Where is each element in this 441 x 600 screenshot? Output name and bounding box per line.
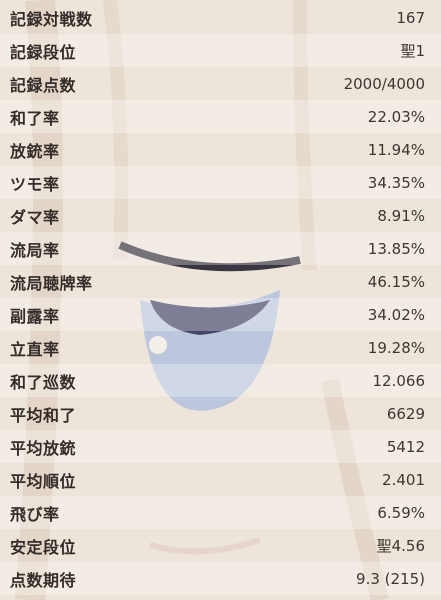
stat-row: 記録点数 2000/4000 xyxy=(0,67,441,100)
stat-label: 記録点数 xyxy=(10,75,77,95)
stat-label: 平均放銃 xyxy=(10,438,77,458)
stat-label: ダマ率 xyxy=(10,207,60,227)
stat-value: 19.28% xyxy=(367,338,425,357)
stat-label: 和了率 xyxy=(10,108,60,128)
stat-value: 8.91% xyxy=(377,206,425,225)
stat-value: 11.94% xyxy=(367,140,425,159)
stat-value: 34.02% xyxy=(367,305,425,324)
stat-value: 5412 xyxy=(386,437,425,456)
stat-label: ツモ率 xyxy=(10,174,60,194)
stat-row: 飛び率 6.59% xyxy=(0,496,441,529)
stat-row: 和了巡数 12.066 xyxy=(0,364,441,397)
stat-value: 2000/4000 xyxy=(343,74,425,93)
stat-label: 平均和了 xyxy=(10,405,77,425)
stat-row: ダマ率 8.91% xyxy=(0,199,441,232)
stat-row: 平均順位 2.401 xyxy=(0,463,441,496)
stat-row: 平均放銃 5412 xyxy=(0,430,441,463)
stat-label: 安定段位 xyxy=(10,537,77,557)
stat-value: 13.85% xyxy=(367,239,425,258)
stat-value: 2.401 xyxy=(382,470,425,489)
stat-label: 流局聴牌率 xyxy=(10,273,93,293)
stat-row: 安定段位 聖4.56 xyxy=(0,529,441,562)
stat-label: 記録対戦数 xyxy=(10,9,93,29)
stat-value: 6.59% xyxy=(377,503,425,522)
stat-label: 平均順位 xyxy=(10,471,77,491)
stat-value: 46.15% xyxy=(367,272,425,291)
stat-label: 副露率 xyxy=(10,306,60,326)
stat-label: 和了巡数 xyxy=(10,372,77,392)
stat-row: 記録段位 聖1 xyxy=(0,34,441,67)
stat-value: 9.3 (215) xyxy=(356,569,425,588)
stat-row: 放銃率 11.94% xyxy=(0,133,441,166)
stat-row: ツモ率 34.35% xyxy=(0,166,441,199)
stat-row: 流局聴牌率 46.15% xyxy=(0,265,441,298)
stat-label: 立直率 xyxy=(10,339,60,359)
stat-value: 聖1 xyxy=(400,42,425,60)
stat-row: 平均和了 6629 xyxy=(0,397,441,430)
stat-row: 点数期待 9.3 (215) xyxy=(0,562,441,595)
stat-value: 22.03% xyxy=(367,107,425,126)
stat-row: 記録対戦数 167 xyxy=(0,1,441,34)
stat-label: 記録段位 xyxy=(10,42,77,62)
stat-row: 和了率 22.03% xyxy=(0,100,441,133)
stat-value: 聖4.56 xyxy=(376,537,425,555)
stat-row: 流局率 13.85% xyxy=(0,232,441,265)
stat-row: 副露率 34.02% xyxy=(0,298,441,331)
stat-label: 流局率 xyxy=(10,240,60,260)
stat-value: 6629 xyxy=(386,404,425,423)
stat-value: 12.066 xyxy=(372,371,426,390)
stat-value: 34.35% xyxy=(367,173,425,192)
stat-label: 点数期待 xyxy=(10,570,77,590)
stat-value: 167 xyxy=(396,8,425,27)
stat-label: 放銃率 xyxy=(10,141,60,161)
stat-label: 飛び率 xyxy=(10,504,60,524)
stat-row: 立直率 19.28% xyxy=(0,331,441,364)
